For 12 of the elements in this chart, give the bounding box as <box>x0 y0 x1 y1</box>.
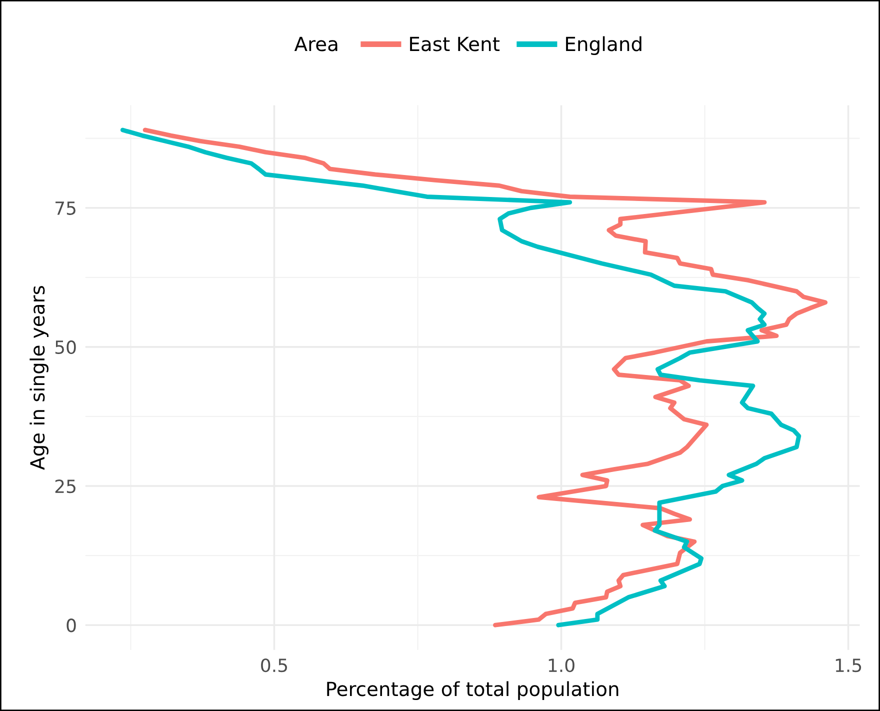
y-tick-label: 75 <box>56 202 76 215</box>
y-axis-title: Age in single years <box>30 286 48 470</box>
y-tick-label: 25 <box>55 479 76 494</box>
y-tick-label: 0 <box>66 618 76 632</box>
x-tick-label: 1.0 <box>548 658 574 672</box>
x-tick-label: 0.5 <box>261 658 288 672</box>
legend-label: East Kent <box>410 36 500 52</box>
x-tick-label: 1.5 <box>836 658 862 672</box>
y-tick-label: 50 <box>55 340 76 354</box>
legend-label: England <box>566 36 642 56</box>
x-axis-title: Percentage of total population <box>327 681 618 700</box>
legend-title: Area <box>294 36 338 52</box>
